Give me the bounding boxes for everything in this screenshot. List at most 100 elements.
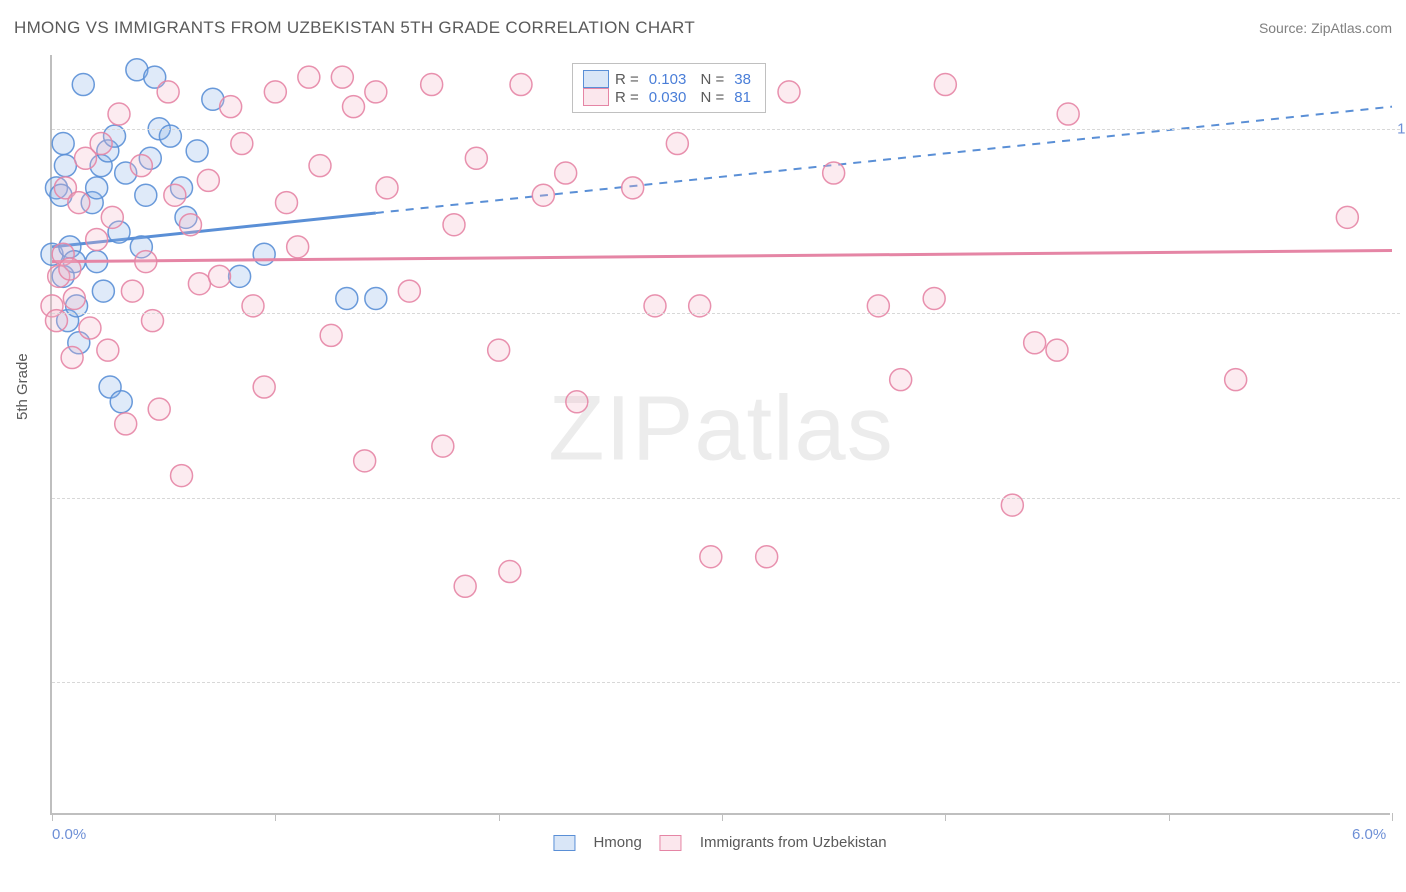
legend-n-value: 38 (730, 71, 755, 88)
data-point (188, 273, 210, 295)
data-point (398, 280, 420, 302)
data-point (229, 265, 251, 287)
data-point (121, 280, 143, 302)
plot-area: ZIPatlas 92.5%95.0%97.5%100.0%0.0%6.0%R … (50, 55, 1390, 815)
data-point (756, 546, 778, 568)
data-point (86, 228, 108, 250)
data-point (499, 561, 521, 583)
data-point (164, 184, 186, 206)
data-point (443, 214, 465, 236)
data-point (700, 546, 722, 568)
data-point (890, 369, 912, 391)
data-point (1057, 103, 1079, 125)
data-point (923, 287, 945, 309)
legend-r-label: R = (615, 89, 639, 106)
grid-line (52, 313, 1400, 314)
source-attribution: Source: ZipAtlas.com (1259, 20, 1392, 36)
data-point (309, 155, 331, 177)
data-point (115, 413, 137, 435)
legend-n-value: 81 (730, 89, 755, 106)
data-point (92, 280, 114, 302)
data-point (72, 74, 94, 96)
data-point (555, 162, 577, 184)
data-point (179, 214, 201, 236)
scatter-svg (52, 55, 1392, 815)
x-tick-label: 6.0% (1352, 826, 1386, 843)
data-point (354, 450, 376, 472)
legend-r-value: 0.103 (645, 71, 691, 88)
data-point (566, 391, 588, 413)
data-point (365, 287, 387, 309)
data-point (171, 465, 193, 487)
trend-line-extrapolated (376, 107, 1392, 213)
data-point (68, 192, 90, 214)
grid-line (52, 682, 1400, 683)
data-point (1046, 339, 1068, 361)
data-point (666, 133, 688, 155)
x-tick (275, 813, 276, 821)
legend-row: R = 0.103 N = 38 (583, 70, 755, 88)
legend-swatch (553, 835, 575, 851)
data-point (197, 169, 219, 191)
data-point (331, 66, 353, 88)
y-tick-label: 100.0% (1397, 120, 1406, 137)
bottom-legend: Hmong Immigrants from Uzbekistan (553, 834, 886, 851)
data-point (130, 155, 152, 177)
data-point (135, 251, 157, 273)
data-point (934, 74, 956, 96)
x-tick (1392, 813, 1393, 821)
legend-series-label: Immigrants from Uzbekistan (700, 834, 887, 851)
data-point (63, 287, 85, 309)
data-point (264, 81, 286, 103)
data-point (336, 287, 358, 309)
data-point (86, 177, 108, 199)
data-point (101, 206, 123, 228)
data-point (488, 339, 510, 361)
x-tick (945, 813, 946, 821)
legend-n-label: N = (696, 89, 724, 106)
data-point (148, 398, 170, 420)
legend-swatch (583, 88, 609, 106)
data-point (186, 140, 208, 162)
x-tick (1169, 813, 1170, 821)
data-point (209, 265, 231, 287)
legend-r-label: R = (615, 71, 639, 88)
data-point (1336, 206, 1358, 228)
x-tick (52, 813, 53, 821)
data-point (510, 74, 532, 96)
legend-r-value: 0.030 (645, 89, 691, 106)
data-point (376, 177, 398, 199)
data-point (532, 184, 554, 206)
data-point (90, 133, 112, 155)
legend-series-label: Hmong (593, 834, 641, 851)
data-point (110, 391, 132, 413)
data-point (276, 192, 298, 214)
data-point (454, 575, 476, 597)
correlation-legend: R = 0.103 N = 38 R = 0.030 N = 81 (572, 63, 766, 113)
chart-area: ZIPatlas 92.5%95.0%97.5%100.0%0.0%6.0%R … (50, 55, 1390, 815)
legend-n-label: N = (696, 71, 724, 88)
grid-line (52, 498, 1400, 499)
data-point (298, 66, 320, 88)
x-tick-label: 0.0% (52, 826, 86, 843)
legend-swatch (660, 835, 682, 851)
y-axis-label: 5th Grade (14, 353, 31, 420)
data-point (54, 155, 76, 177)
data-point (59, 258, 81, 280)
data-point (61, 347, 83, 369)
data-point (465, 147, 487, 169)
data-point (823, 162, 845, 184)
data-point (320, 324, 342, 346)
data-point (108, 103, 130, 125)
x-tick (722, 813, 723, 821)
data-point (52, 133, 74, 155)
data-point (253, 376, 275, 398)
data-point (432, 435, 454, 457)
data-point (253, 243, 275, 265)
legend-row: R = 0.030 N = 81 (583, 88, 755, 106)
data-point (1024, 332, 1046, 354)
grid-line (52, 129, 1400, 130)
data-point (421, 74, 443, 96)
data-point (287, 236, 309, 258)
data-point (97, 339, 119, 361)
